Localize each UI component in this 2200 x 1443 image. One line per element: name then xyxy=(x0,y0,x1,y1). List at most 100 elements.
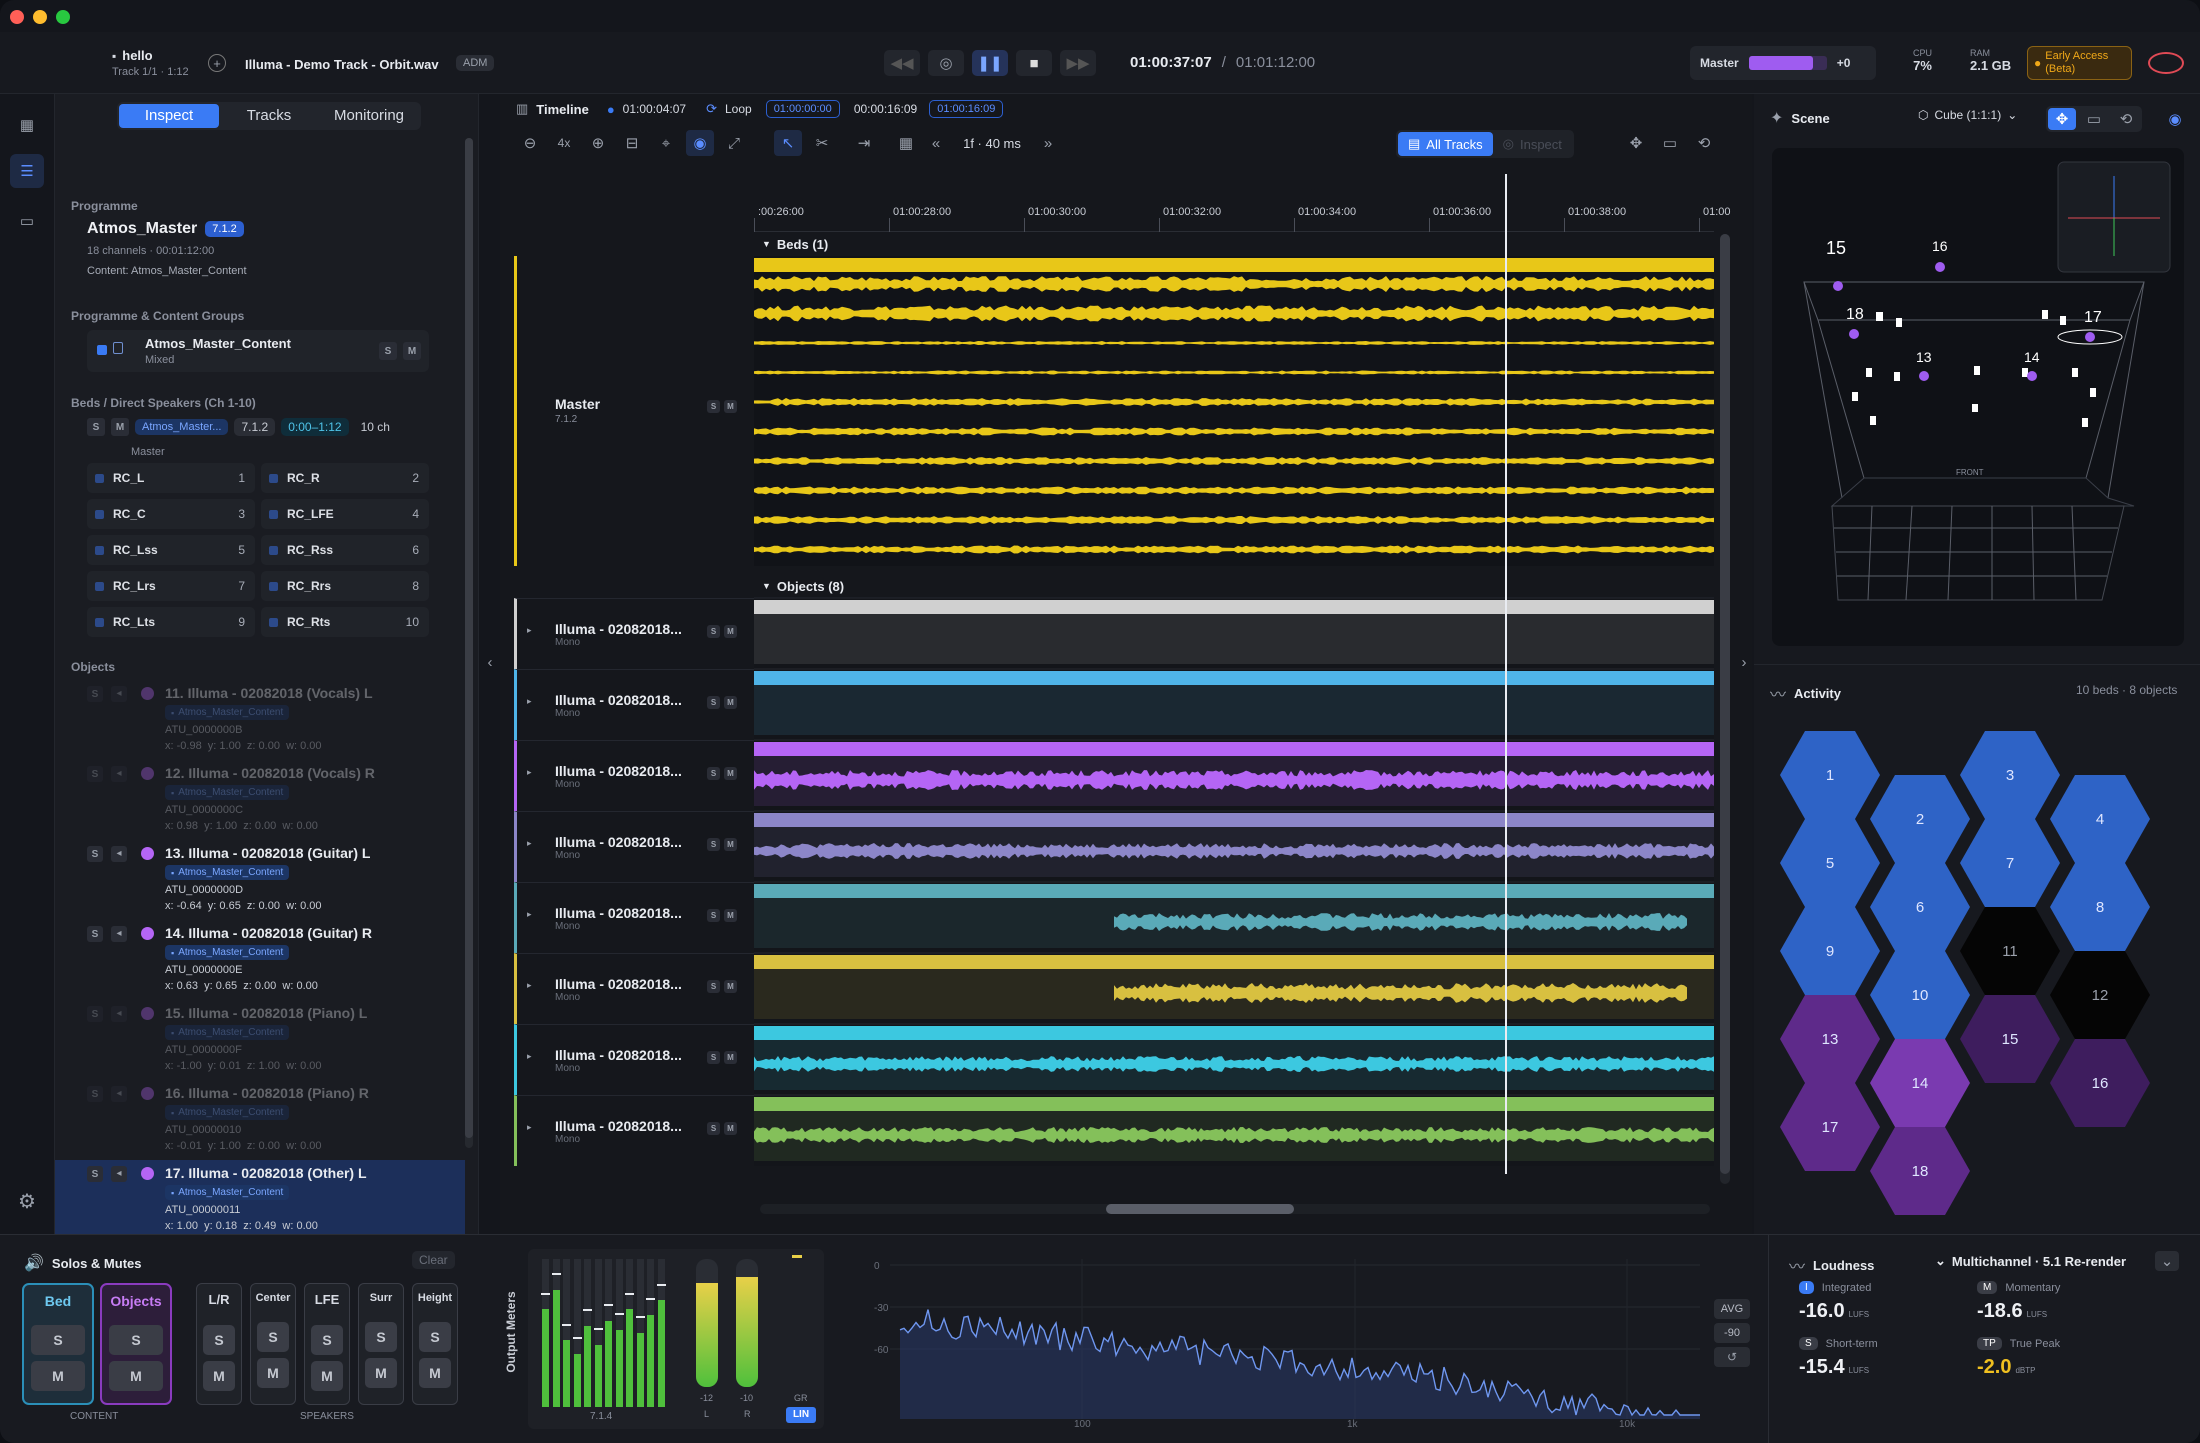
add-session-icon[interactable]: + xyxy=(208,54,226,72)
objects-mute-button[interactable]: M xyxy=(109,1361,163,1391)
zoom-window-button[interactable] xyxy=(56,10,70,24)
bed-speaker-item[interactable]: RC_LFE 4 xyxy=(261,499,429,529)
activity-hex[interactable]: 11 xyxy=(1960,907,2060,995)
activity-hex[interactable]: 18 xyxy=(1870,1127,1970,1215)
object-track-mute-button[interactable]: M xyxy=(724,767,737,780)
orbit-view-icon[interactable]: ⟲ xyxy=(2119,111,2133,128)
object-mute-icon[interactable]: ◂ xyxy=(111,1086,127,1102)
floor-value[interactable]: -90 xyxy=(1714,1323,1750,1343)
object-track-header[interactable]: ▸ Illuma - 02082018... Mono S M xyxy=(514,1024,754,1095)
expand-track-icon[interactable]: ▸ xyxy=(527,767,532,777)
expand-track-icon[interactable]: ▸ xyxy=(527,1051,532,1061)
object-group-chip[interactable]: ▪ Atmos_Master_Content xyxy=(165,865,290,880)
object-list-item[interactable]: S ◂ 16. Illuma - 02082018 (Piano) R ▪ Atmos_… xyxy=(55,1080,465,1160)
object-list-item[interactable]: S ◂ 14. Illuma - 02082018 (Guitar) R ▪ Atmos… xyxy=(55,920,465,1000)
expand-icon[interactable]: ⤢ xyxy=(727,134,740,152)
activity-hex[interactable]: 7 xyxy=(1960,819,2060,907)
pause-button[interactable]: ❚❚ xyxy=(972,50,1008,76)
inspector-scrollbar[interactable] xyxy=(465,138,473,1148)
spectrum-analyzer[interactable]: 0 -30 -60 100 1k 10k xyxy=(860,1249,1710,1429)
crosshair-icon[interactable]: ⌖ xyxy=(661,134,671,152)
content-group-row[interactable]: Atmos_Master_Content Mixed S M xyxy=(87,330,429,372)
minimize-window-button[interactable] xyxy=(33,10,47,24)
lin-toggle[interactable]: LIN xyxy=(786,1407,816,1423)
object-track-header[interactable]: ▸ Illuma - 02082018... Mono S M xyxy=(514,598,754,669)
object-mute-icon[interactable]: ◂ xyxy=(111,846,127,862)
pointer-tool-icon[interactable]: ↖ xyxy=(774,130,802,156)
object-solo-button[interactable]: S xyxy=(87,846,103,862)
object-track-header[interactable]: ▸ Illuma - 02082018... Mono S M xyxy=(514,1095,754,1166)
activity-hex[interactable]: 16 xyxy=(2050,1039,2150,1127)
reset-icon[interactable]: ↺ xyxy=(1714,1347,1750,1367)
bed-speaker-item[interactable]: RC_Lrs 7 xyxy=(87,571,255,601)
object-track-mute-button[interactable]: M xyxy=(724,980,737,993)
bed-speaker-item[interactable]: RC_Rss 6 xyxy=(261,535,429,565)
object-mute-icon[interactable]: ◂ xyxy=(111,766,127,782)
rotate-icon[interactable]: ⟲ xyxy=(1697,135,1711,152)
timeline-hscrollbar[interactable] xyxy=(760,1204,1710,1214)
speaker-group-mute-button[interactable]: M xyxy=(419,1358,451,1388)
object-track-solo-button[interactable]: S xyxy=(707,838,720,851)
collapse-right-icon[interactable]: › xyxy=(1741,653,1747,671)
object-mute-icon[interactable]: ◂ xyxy=(111,1166,127,1182)
speaker-group-solo-button[interactable]: S xyxy=(365,1322,397,1352)
beds-group-header[interactable]: ▼ Beds (1) xyxy=(754,232,1714,256)
fast-forward-button[interactable]: ▶▶ xyxy=(1060,50,1096,76)
top-view-icon[interactable]: ✥ xyxy=(2048,108,2076,130)
move-icon[interactable]: ✥ xyxy=(1629,135,1643,152)
object-track-solo-button[interactable]: S xyxy=(707,1051,720,1064)
object-track-solo-button[interactable]: S xyxy=(707,625,720,638)
activity-hex[interactable]: 13 xyxy=(1780,995,1880,1083)
activity-hex[interactable]: 14 xyxy=(1870,1039,1970,1127)
grid-prev-icon[interactable]: « xyxy=(931,134,941,152)
loudness-mode-select[interactable]: ⌄ Multichannel · 5.1 Re-render xyxy=(1935,1253,2126,1269)
time-ruler[interactable]: :00:26:00 01:00:28:00 01:00:30:00 01:00:32:… xyxy=(754,202,1731,232)
grid-icon[interactable]: ▦ xyxy=(19,117,35,134)
expand-track-icon[interactable]: ▸ xyxy=(527,980,532,990)
object-track-mute-button[interactable]: M xyxy=(724,625,737,638)
activity-hex[interactable]: 9 xyxy=(1780,907,1880,995)
expand-track-icon[interactable]: ▸ xyxy=(527,1122,532,1132)
object-track-header[interactable]: ▸ Illuma - 02082018... Mono S M xyxy=(514,669,754,740)
scene-mode-select[interactable]: ⬡ Cube (1:1:1) ⌄ xyxy=(1918,108,2017,122)
front-view-icon[interactable]: ▭ xyxy=(2086,111,2102,128)
object-track-mute-button[interactable]: M xyxy=(724,1122,737,1135)
object-track-mute-button[interactable]: M xyxy=(724,696,737,709)
activity-hex[interactable]: 3 xyxy=(1960,731,2060,819)
object-solo-button[interactable]: S xyxy=(87,686,103,702)
object-mute-icon[interactable]: ◂ xyxy=(111,1006,127,1022)
bed-speaker-item[interactable]: RC_C 3 xyxy=(87,499,255,529)
tab-inspect[interactable]: Inspect xyxy=(119,104,219,128)
object-list-item[interactable]: S ◂ 12. Illuma - 02082018 (Vocals) R ▪ Atmos… xyxy=(55,760,465,840)
objects-solo-button[interactable]: S xyxy=(109,1325,163,1355)
scissors-icon[interactable]: ✂ xyxy=(815,135,829,152)
avg-button[interactable]: AVG xyxy=(1714,1299,1750,1319)
object-group-chip[interactable]: ▪ Atmos_Master_Content xyxy=(165,1025,290,1040)
tab-monitoring[interactable]: Monitoring xyxy=(333,107,405,124)
grid-size[interactable]: 1f · 40 ms xyxy=(963,135,1021,151)
object-track-solo-button[interactable]: S xyxy=(707,909,720,922)
visibility-eye-icon[interactable]: ◉ xyxy=(2168,111,2182,128)
object-solo-button[interactable]: S xyxy=(87,926,103,942)
object-group-chip[interactable]: ▪ Atmos_Master_Content xyxy=(165,945,290,960)
activity-hex[interactable]: 10 xyxy=(1870,951,1970,1039)
activity-hex[interactable]: 15 xyxy=(1960,995,2060,1083)
bed-speaker-item[interactable]: RC_Lts 9 xyxy=(87,607,255,637)
object-group-chip[interactable]: ▪ Atmos_Master_Content xyxy=(165,1105,290,1120)
object-solo-button[interactable]: S xyxy=(87,1086,103,1102)
loop-icon[interactable]: ⟳ xyxy=(706,101,717,116)
activity-hex[interactable]: 12 xyxy=(2050,951,2150,1039)
playhead[interactable] xyxy=(1505,174,1507,1174)
close-window-button[interactable] xyxy=(10,10,24,24)
zoom-level[interactable]: 4x xyxy=(557,136,571,150)
object-track-solo-button[interactable]: S xyxy=(707,1122,720,1135)
speaker-group-mute-button[interactable]: M xyxy=(257,1358,289,1388)
object-track-header[interactable]: ▸ Illuma - 02082018... Mono S M xyxy=(514,882,754,953)
expand-track-icon[interactable]: ▸ xyxy=(527,838,532,848)
activity-hex[interactable]: 6 xyxy=(1870,863,1970,951)
inspect-filter-button[interactable]: ◎ Inspect xyxy=(1493,132,1572,156)
all-tracks-button[interactable]: ▤ All Tracks xyxy=(1398,132,1493,156)
expand-track-icon[interactable]: ▸ xyxy=(527,909,532,919)
activity-hex[interactable]: 17 xyxy=(1780,1083,1880,1171)
bed-mute-button[interactable]: M xyxy=(31,1361,85,1391)
